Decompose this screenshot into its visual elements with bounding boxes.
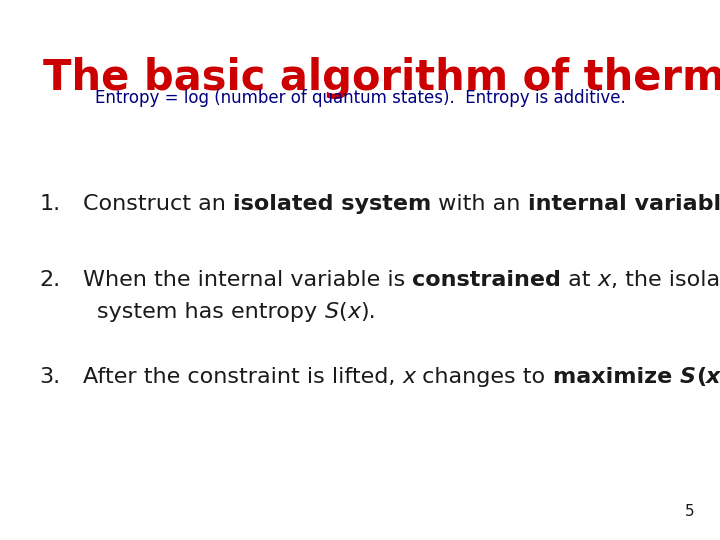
Text: 3.: 3. bbox=[40, 367, 60, 387]
Text: 5: 5 bbox=[685, 504, 695, 519]
Text: The basic algorithm of thermodynamics: The basic algorithm of thermodynamics bbox=[43, 57, 720, 99]
Text: maximize: maximize bbox=[553, 367, 680, 387]
Text: , the isolated: , the isolated bbox=[611, 270, 720, 290]
Text: changes to: changes to bbox=[415, 367, 553, 387]
Text: (: ( bbox=[338, 302, 347, 322]
Text: with an: with an bbox=[431, 194, 528, 214]
Text: x: x bbox=[402, 367, 415, 387]
Text: Entropy = log (number of quantum states).  Entropy is additive.: Entropy = log (number of quantum states)… bbox=[94, 89, 626, 107]
Text: isolated system: isolated system bbox=[233, 194, 431, 214]
Text: 1.: 1. bbox=[40, 194, 60, 214]
Text: S: S bbox=[680, 367, 696, 387]
Text: (: ( bbox=[696, 367, 706, 387]
Text: internal variable: internal variable bbox=[528, 194, 720, 214]
Text: at: at bbox=[561, 270, 598, 290]
Text: 2.: 2. bbox=[40, 270, 60, 290]
Text: x: x bbox=[706, 367, 720, 387]
Text: x: x bbox=[598, 270, 611, 290]
Text: constrained: constrained bbox=[412, 270, 561, 290]
Text: Construct an: Construct an bbox=[83, 194, 233, 214]
Text: ).: ). bbox=[360, 302, 376, 322]
Text: system has entropy: system has entropy bbox=[97, 302, 325, 322]
Text: S: S bbox=[325, 302, 338, 322]
Text: When the internal variable is: When the internal variable is bbox=[83, 270, 412, 290]
Text: After the constraint is lifted,: After the constraint is lifted, bbox=[83, 367, 402, 387]
Text: x: x bbox=[347, 302, 360, 322]
